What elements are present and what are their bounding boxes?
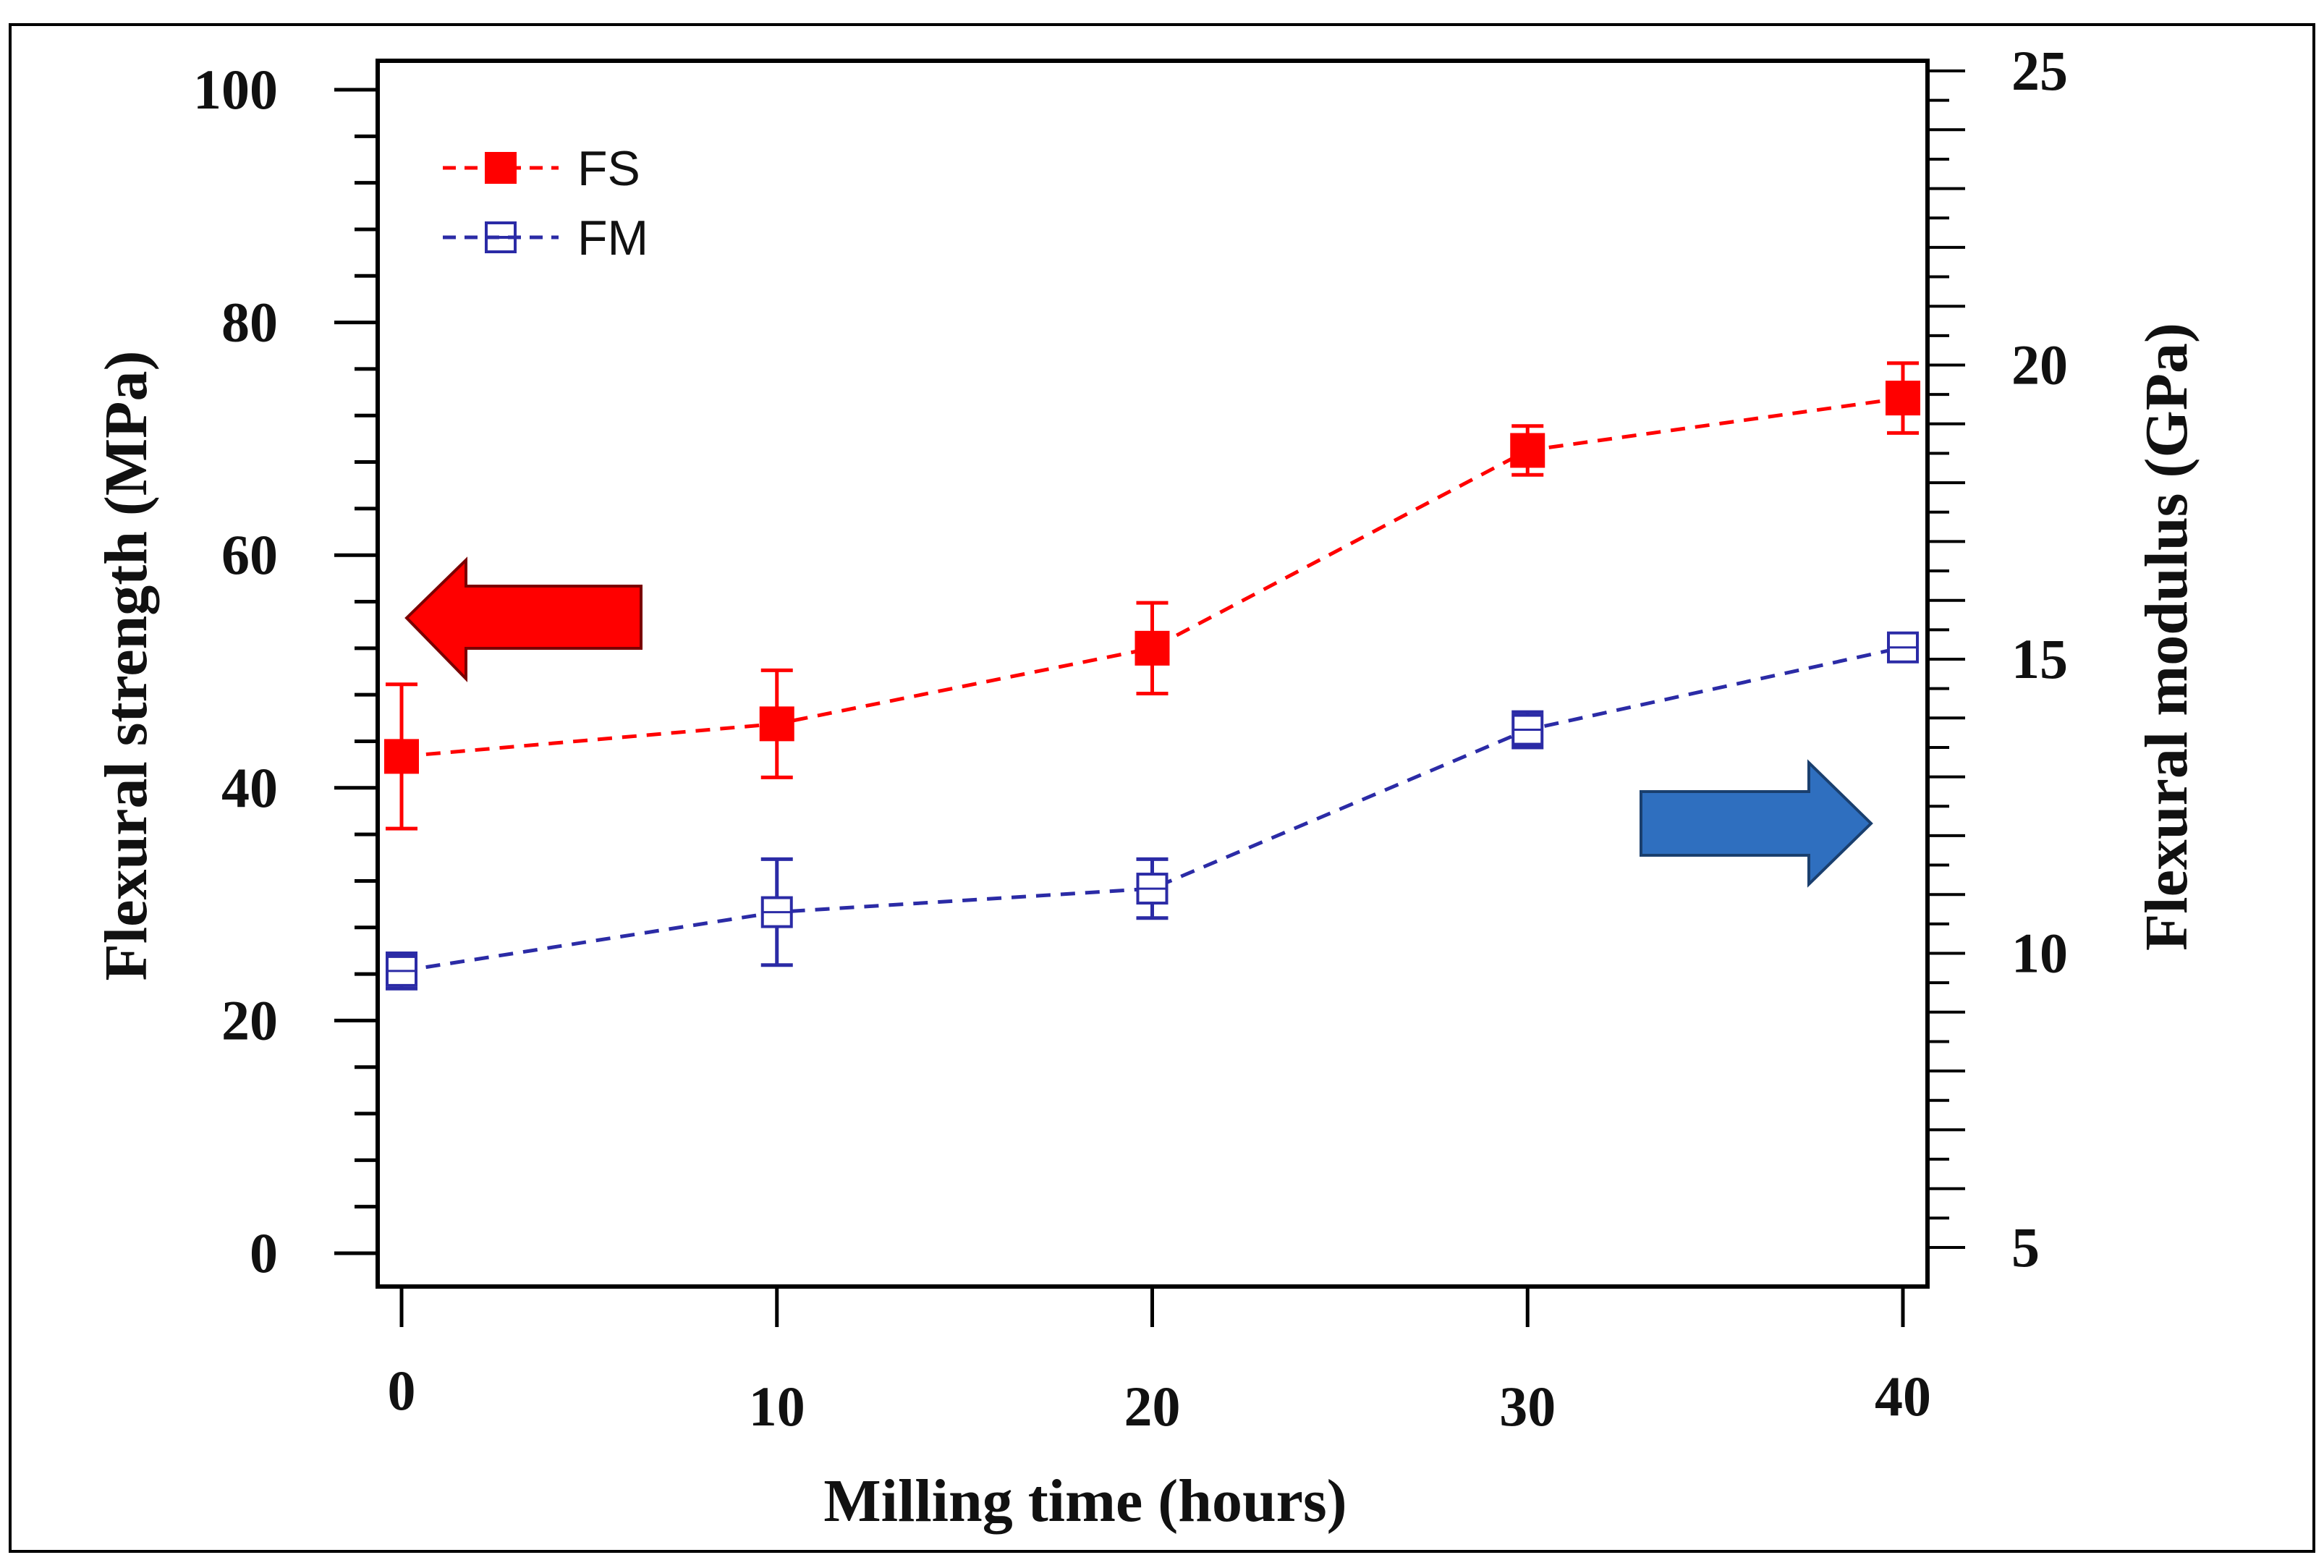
right-tick-label: 5 (2011, 1216, 2040, 1279)
data-point (384, 739, 419, 774)
y-axis-title: Flexural strength (MPa) (93, 351, 160, 981)
legend-fm-label: FM (577, 211, 648, 266)
x-tick-label: 10 (749, 1375, 805, 1438)
left-axis: 0 20 40 60 80 100 (193, 58, 378, 1284)
bottom-axis: 0 10 20 30 40 (388, 1287, 1931, 1438)
series-fs (384, 361, 1920, 831)
legend-fs-label: FS (577, 141, 640, 196)
y2-axis-title: Flexural modulus (GPa) (2133, 323, 2200, 951)
series-fs-line (401, 396, 1904, 758)
data-point (759, 706, 794, 742)
left-tick-label: 80 (221, 291, 278, 354)
data-point (1135, 630, 1170, 666)
right-tick-label: 25 (2011, 39, 2068, 102)
x-tick-label: 40 (1875, 1365, 1931, 1428)
left-arrow-icon (404, 556, 643, 682)
legend-fs-marker (485, 152, 517, 184)
left-tick-label: 40 (221, 756, 278, 819)
data-point (1510, 433, 1545, 468)
x-tick-label: 30 (1499, 1375, 1556, 1438)
legend: FS FM (443, 141, 648, 266)
data-point (1886, 381, 1920, 416)
right-axis: 5 10 15 20 25 (1928, 39, 2068, 1279)
x-tick-label: 0 (388, 1359, 416, 1422)
left-tick-label: 100 (193, 58, 278, 121)
right-tick-label: 10 (2011, 922, 2068, 985)
right-tick-label: 15 (2011, 627, 2068, 690)
outer-frame (9, 23, 2315, 1553)
left-tick-label: 20 (221, 988, 278, 1051)
right-tick-label: 20 (2011, 334, 2068, 397)
x-axis-title: Milling time (hours) (823, 1467, 1347, 1535)
series-fm-line (401, 645, 1904, 973)
series-layer (384, 361, 1920, 991)
series-fm (386, 631, 1919, 991)
arrows (404, 556, 1873, 888)
left-tick-label: 0 (250, 1221, 278, 1284)
right-arrow-icon (1640, 759, 1873, 888)
x-tick-label: 20 (1124, 1375, 1181, 1438)
left-tick-label: 60 (221, 523, 278, 586)
